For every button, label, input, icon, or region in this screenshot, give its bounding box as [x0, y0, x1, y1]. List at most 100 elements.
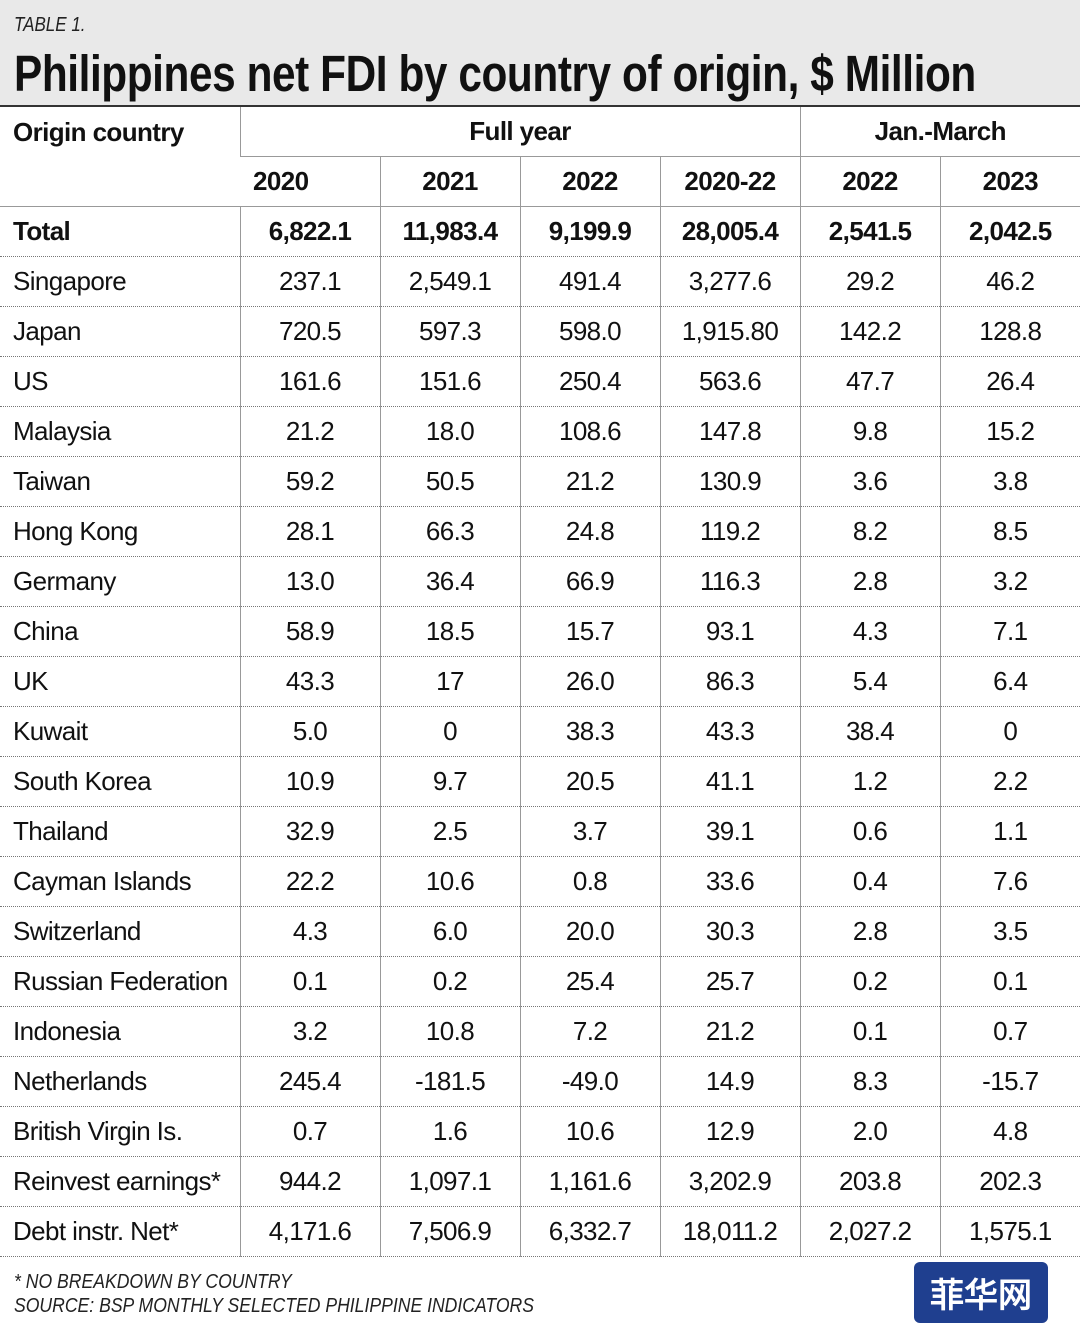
table-label: TABLE 1.: [14, 14, 86, 36]
table-row: Switzerland 4.3 6.0 20.0 30.3 2.8 3.5: [0, 906, 1080, 957]
cell: 47.7: [799, 356, 941, 407]
row-label: Japan: [0, 306, 240, 357]
row-label: Hong Kong: [0, 506, 240, 557]
table-row: Thailand 32.9 2.5 3.7 39.1 0.6 1.1: [0, 806, 1080, 857]
cell: 33.6: [659, 856, 801, 907]
table-row: British Virgin Is. 0.7 1.6 10.6 12.9 2.0 4.8: [0, 1106, 1080, 1157]
header-cell: Jan.-March: [799, 107, 1080, 157]
cell: 86.3: [659, 656, 801, 707]
table-row: China 58.9 18.5 15.7 93.1 4.3 7.1: [0, 606, 1080, 657]
cell: 250.4: [519, 356, 660, 407]
cell: 0.2: [379, 956, 520, 1007]
cell: 3.6: [799, 456, 941, 507]
cell: 116.3: [659, 556, 801, 607]
cell: 28,005.4: [659, 206, 801, 257]
cell: 93.1: [659, 606, 801, 657]
row-label: Russian Federation: [0, 956, 240, 1007]
cell: 1,097.1: [379, 1156, 520, 1207]
cell: 0.2: [799, 956, 941, 1007]
cell: 10.9: [239, 756, 380, 807]
cell: 9,199.9: [519, 206, 660, 257]
cell: 3.2: [239, 1006, 380, 1057]
header: TABLE 1. Philippines net FDI by country …: [0, 0, 1080, 107]
cell: 18,011.2: [659, 1206, 801, 1257]
cell: 30.3: [659, 906, 801, 957]
cell: 10.6: [519, 1106, 660, 1157]
row-label: Cayman Islands: [0, 856, 240, 907]
cell: 1.2: [799, 756, 941, 807]
cell: 43.3: [239, 656, 380, 707]
cell: 3,277.6: [659, 256, 801, 307]
cell: 4.3: [239, 906, 380, 957]
cell: 50.5: [379, 456, 520, 507]
cell: 2,027.2: [799, 1206, 941, 1257]
cell: 58.9: [239, 606, 380, 657]
cell: 12.9: [659, 1106, 801, 1157]
cell: 7.1: [939, 606, 1080, 657]
table-row: Reinvest earnings* 944.2 1,097.1 1,161.6 3,2…: [0, 1156, 1080, 1207]
cell: 17: [379, 656, 520, 707]
cell: 59.2: [239, 456, 380, 507]
cell: 26.4: [939, 356, 1080, 407]
cell: 9.7: [379, 756, 520, 807]
cell: 237.1: [239, 256, 380, 307]
cell: 0.7: [239, 1106, 380, 1157]
row-label: Indonesia: [0, 1006, 240, 1057]
header-cell: Origin country: [0, 107, 240, 207]
cell: 151.6: [379, 356, 520, 407]
row-label: Malaysia: [0, 406, 240, 457]
cell: 5.4: [799, 656, 941, 707]
header-row: Origin country Full year Jan.-March: [0, 107, 1080, 207]
cell: 108.6: [519, 406, 660, 457]
cell: 10.6: [379, 856, 520, 907]
cell: 0: [939, 706, 1080, 757]
cell: 245.4: [239, 1056, 380, 1107]
cell: 24.8: [519, 506, 660, 557]
cell: 7.2: [519, 1006, 660, 1057]
cell: 1,915.80: [659, 306, 801, 357]
column-header: 2023: [939, 156, 1080, 207]
cell: 0.1: [239, 956, 380, 1007]
header-cell: Full year: [239, 107, 801, 157]
table-row: Kuwait 5.0 0 38.3 43.3 38.4 0: [0, 706, 1080, 757]
cell: 3.7: [519, 806, 660, 857]
cell: 8.2: [799, 506, 941, 557]
table-row: South Korea 10.9 9.7 20.5 41.1 1.2 2.2: [0, 756, 1080, 807]
cell: 720.5: [239, 306, 380, 357]
cell: 28.1: [239, 506, 380, 557]
cell: 18.0: [379, 406, 520, 457]
cell: 14.9: [659, 1056, 801, 1107]
cell: 3,202.9: [659, 1156, 801, 1207]
title: Philippines net FDI by country of origin…: [14, 45, 976, 102]
cell: 3.5: [939, 906, 1080, 957]
cell: 6,332.7: [519, 1206, 660, 1257]
table-row: Singapore 237.1 2,549.1 491.4 3,277.6 29.2 46.…: [0, 256, 1080, 307]
cell: 944.2: [239, 1156, 380, 1207]
cell: 36.4: [379, 556, 520, 607]
cell: 4.8: [939, 1106, 1080, 1157]
column-header: 2021: [379, 156, 520, 207]
cell: 3.8: [939, 456, 1080, 507]
row-label: Kuwait: [0, 706, 240, 757]
cell: 0.7: [939, 1006, 1080, 1057]
cell: -49.0: [519, 1056, 660, 1107]
table-row: Netherlands 245.4 -181.5 -49.0 14.9 8.3 -15.7: [0, 1056, 1080, 1107]
cell: 26.0: [519, 656, 660, 707]
cell: 46.2: [939, 256, 1080, 307]
row-label: Total: [0, 206, 240, 257]
footnote: SOURCE: BSP MONTHLY SELECTED PHILIPPINE …: [14, 1295, 534, 1317]
column-header: 2020-22: [659, 156, 801, 207]
cell: 21.2: [239, 406, 380, 457]
column-header: 2022: [519, 156, 660, 207]
cell: 9.8: [799, 406, 941, 457]
cell: 130.9: [659, 456, 801, 507]
cell: 4.3: [799, 606, 941, 657]
cell: 20.0: [519, 906, 660, 957]
watermark: 菲华网: [914, 1262, 1048, 1323]
cell: 0.6: [799, 806, 941, 857]
table-row: Taiwan 59.2 50.5 21.2 130.9 3.6 3.8: [0, 456, 1080, 507]
row-label: Taiwan: [0, 456, 240, 507]
table-row: UK 43.3 17 26.0 86.3 5.4 6.4: [0, 656, 1080, 707]
cell: 128.8: [939, 306, 1080, 357]
